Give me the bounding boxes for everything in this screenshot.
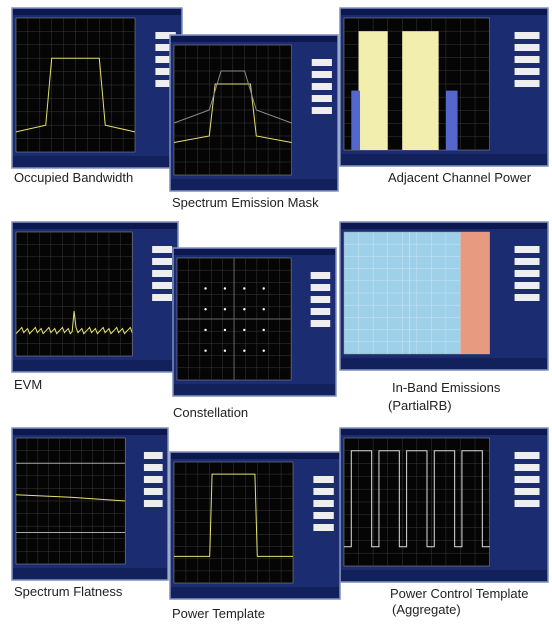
bar [359, 31, 388, 150]
symbol [204, 350, 206, 352]
status-bar [13, 568, 167, 579]
symbol [263, 329, 265, 331]
status-bar [171, 179, 337, 190]
title-bar [13, 223, 177, 229]
title-bar [171, 453, 339, 459]
symbol [243, 329, 245, 331]
caption: Adjacent Channel Power [388, 170, 532, 185]
readout-box [312, 83, 332, 90]
readout-box [313, 512, 333, 519]
readout-box [311, 296, 331, 303]
screens [12, 8, 548, 599]
bar [351, 91, 360, 150]
readout-box [152, 246, 172, 253]
title-bar [341, 9, 547, 15]
readout-box [311, 308, 331, 315]
readout-box [515, 282, 540, 289]
readout-box [313, 524, 333, 531]
readout-box [515, 32, 540, 39]
caption: Spectrum Flatness [14, 584, 123, 599]
title-bar [174, 249, 335, 255]
readout-box [312, 59, 332, 66]
symbol [243, 350, 245, 352]
subcaption: (Aggregate) [392, 602, 461, 617]
readout-box [311, 284, 331, 291]
readout-box [144, 500, 163, 507]
readout-box [311, 272, 331, 279]
status-bar [341, 154, 547, 165]
symbol [224, 308, 226, 310]
readout-box [144, 464, 163, 471]
title-bar [13, 9, 181, 15]
readout-box [515, 44, 540, 51]
symbol [204, 329, 206, 331]
status-bar [13, 360, 177, 371]
readout-box [144, 488, 163, 495]
caption: Power Template [172, 606, 265, 621]
title-bar [171, 36, 337, 42]
readout-box [515, 80, 540, 87]
readout-box [515, 56, 540, 63]
readout-box [152, 270, 172, 277]
symbol [243, 308, 245, 310]
symbol [263, 287, 265, 289]
readout-box [515, 258, 540, 265]
caption: Constellation [173, 405, 248, 420]
caption: EVM [14, 377, 42, 392]
caption: Occupied Bandwidth [14, 170, 133, 185]
readout-box [515, 68, 540, 75]
status-bar [13, 156, 181, 167]
symbol [204, 287, 206, 289]
symbol [204, 308, 206, 310]
readout-box [515, 464, 540, 471]
readout-box [515, 294, 540, 301]
bar [402, 31, 438, 150]
caption: Spectrum Emission Mask [172, 195, 319, 210]
readout-box [152, 282, 172, 289]
caption: Power Control Template [390, 586, 529, 601]
readout-box [144, 476, 163, 483]
readout-box [312, 107, 332, 114]
readout-box [312, 71, 332, 78]
symbol [263, 350, 265, 352]
symbol [224, 329, 226, 331]
status-bar [341, 570, 547, 581]
symbol [263, 308, 265, 310]
symbol [243, 287, 245, 289]
band [460, 232, 489, 354]
readout-box [312, 95, 332, 102]
readout-box [515, 246, 540, 253]
title-bar [341, 429, 547, 435]
title-bar [341, 223, 547, 229]
readout-box [152, 294, 172, 301]
status-bar [341, 358, 547, 369]
readout-box [313, 488, 333, 495]
caption: In-Band Emissions [392, 380, 501, 395]
subcaption: (PartialRB) [388, 398, 452, 413]
readout-box [515, 270, 540, 277]
status-bar [174, 384, 335, 395]
screenshot-collage: Occupied Bandwidth Spectrum Emission Mas… [0, 0, 552, 625]
readout-box [515, 500, 540, 507]
title-bar [13, 429, 167, 435]
symbol [224, 287, 226, 289]
readout-box [144, 452, 163, 459]
status-bar [171, 587, 339, 598]
readout-box [515, 488, 540, 495]
readout-box [311, 320, 331, 327]
readout-box [313, 500, 333, 507]
readout-box [152, 258, 172, 265]
bar [446, 91, 458, 150]
symbol [224, 350, 226, 352]
readout-box [313, 476, 333, 483]
readout-box [515, 476, 540, 483]
readout-box [515, 452, 540, 459]
